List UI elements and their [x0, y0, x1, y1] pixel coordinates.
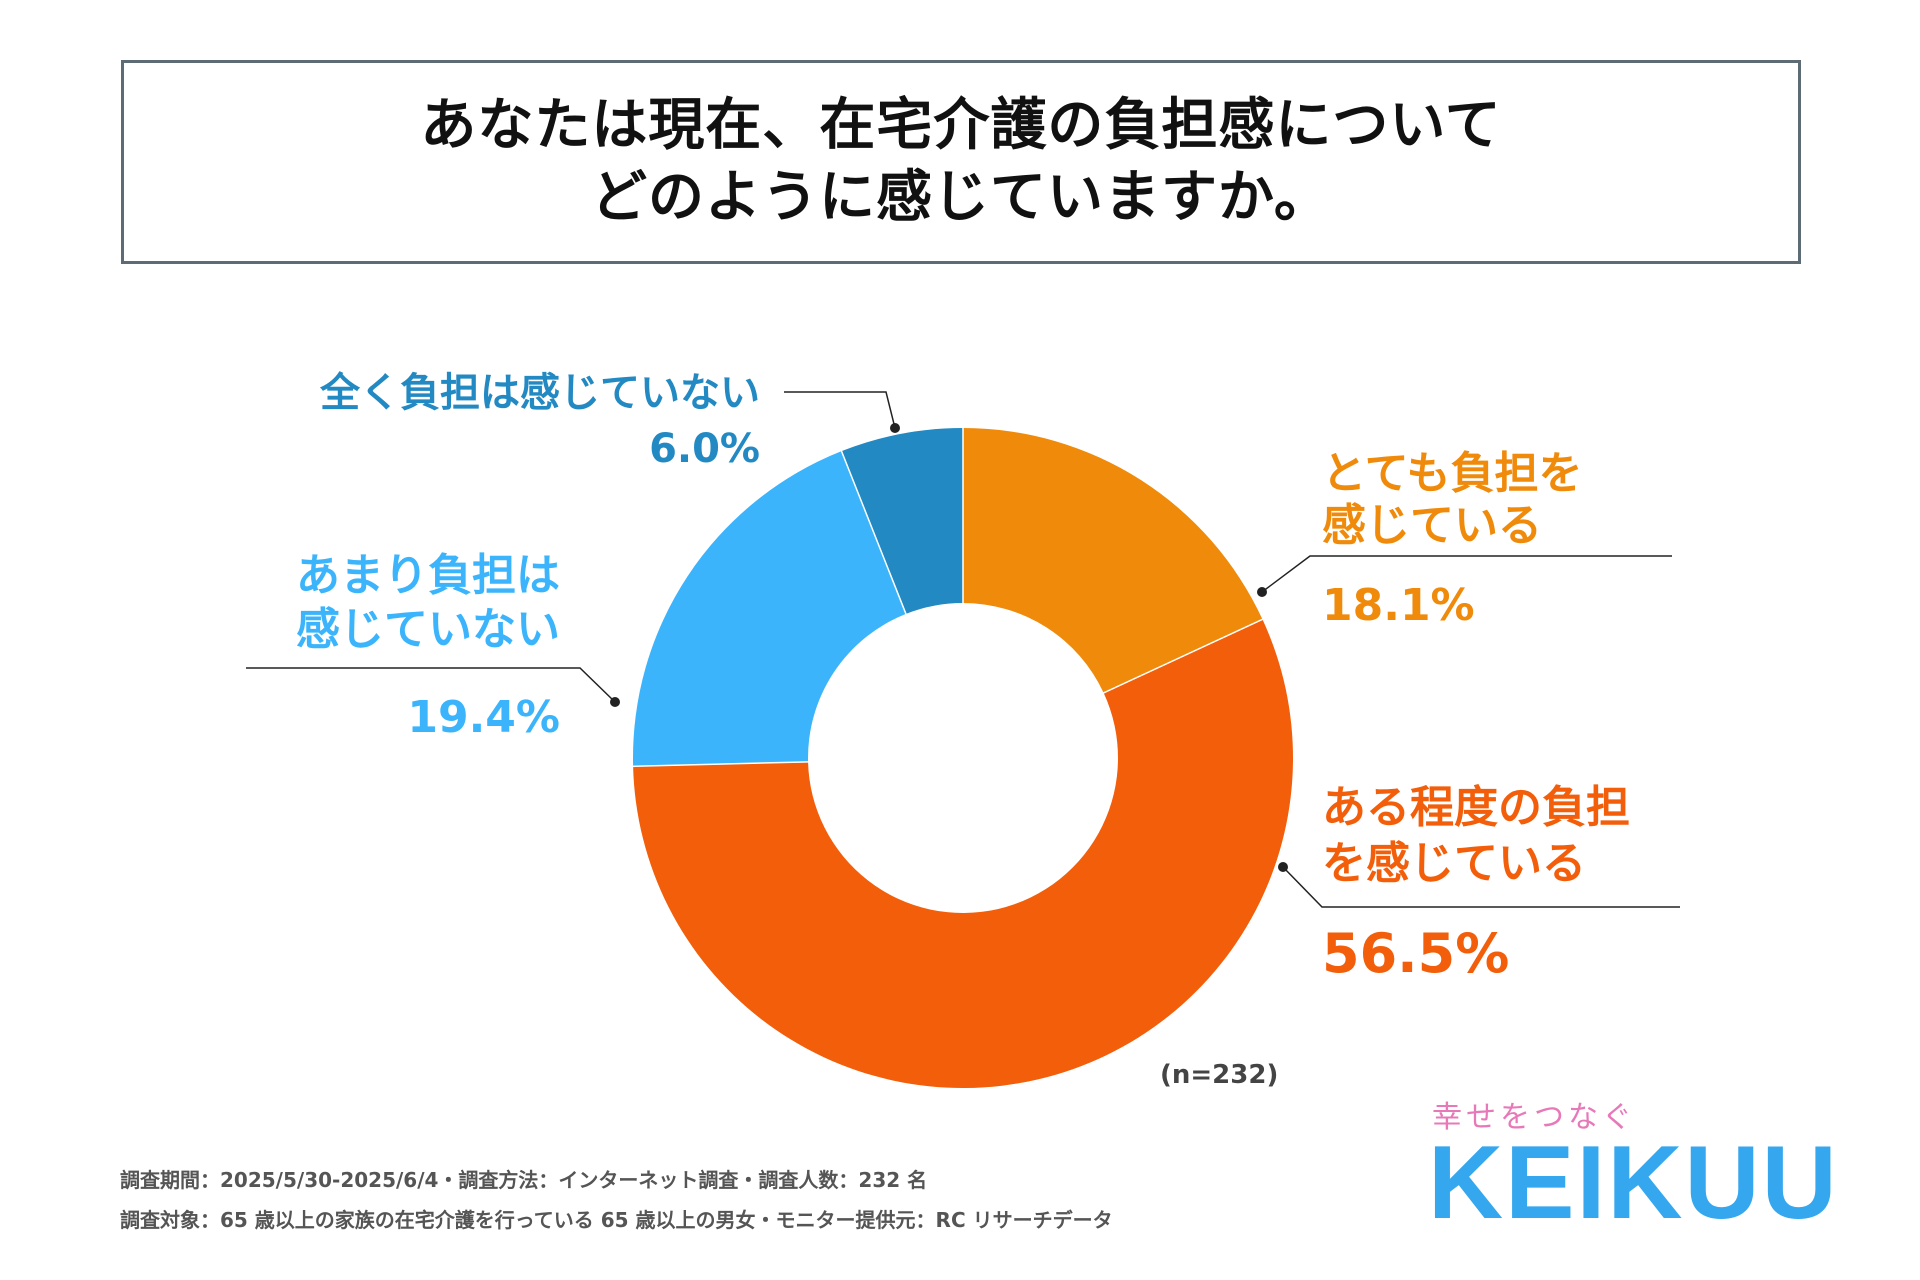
- leader-line-2: [1282, 866, 1680, 908]
- donut-slice-3: [633, 451, 906, 767]
- leader-line-3: [246, 667, 616, 703]
- slice-value-2: 56.5%: [1322, 922, 1509, 985]
- title-box: あなたは現在、在宅介護の負担感について どのように感じていますか。: [121, 60, 1801, 264]
- slice-label-3-line-1: あまり負担は: [296, 550, 560, 601]
- survey-notes-line-2: 調査対象：65 歳以上の家族の在宅介護を行っている 65 歳以上の男女・モニター…: [120, 1208, 1113, 1232]
- leader-dot-2: [1278, 862, 1288, 872]
- leader-dot-1: [1257, 587, 1267, 597]
- slice-label-1-line-1: とても負担を: [1322, 448, 1582, 499]
- slice-separator: [1102, 618, 1264, 694]
- slice-label-1-line-2: 感じている: [1322, 500, 1542, 551]
- slice-value-1: 18.1%: [1322, 580, 1475, 631]
- leader-dot-3: [610, 697, 620, 707]
- slice-label-2-line-2: を感じている: [1322, 838, 1586, 889]
- survey-notes: 調査期間：2025/5/30-2025/6/4・調査方法：インターネット調査・調…: [120, 1160, 1113, 1240]
- slice-separator: [632, 761, 810, 768]
- sample-size: (n=232): [1160, 1060, 1279, 1090]
- slice-label-2-line-1: ある程度の負担: [1322, 782, 1630, 833]
- donut-slice-1: [963, 428, 1263, 693]
- leader-dot-4: [890, 423, 900, 433]
- slice-value-3: 19.4%: [407, 692, 560, 743]
- slice-value-4: 6.0%: [649, 426, 760, 472]
- slice-label-3-line-2: 感じていない: [296, 604, 560, 655]
- chart-title-line-2: どのように感じていますか。: [591, 165, 1331, 230]
- donut-slice-4: [841, 428, 963, 614]
- leader-line-1: [1261, 555, 1672, 593]
- slice-separator: [840, 449, 908, 616]
- donut-slice-2: [633, 619, 1293, 1088]
- survey-notes-line-1: 調査期間：2025/5/30-2025/6/4・調査方法：インターネット調査・調…: [120, 1168, 928, 1192]
- leader-line-4: [784, 391, 896, 429]
- brand-tagline: 幸せをつなぐ: [1432, 1100, 1636, 1135]
- chart-title-line-1: あなたは現在、在宅介護の負担感について: [420, 93, 1502, 158]
- brand-logo: KEIKUU: [1428, 1125, 1839, 1241]
- slice-label-4-line-1: 全く負担は感じていない: [319, 370, 760, 416]
